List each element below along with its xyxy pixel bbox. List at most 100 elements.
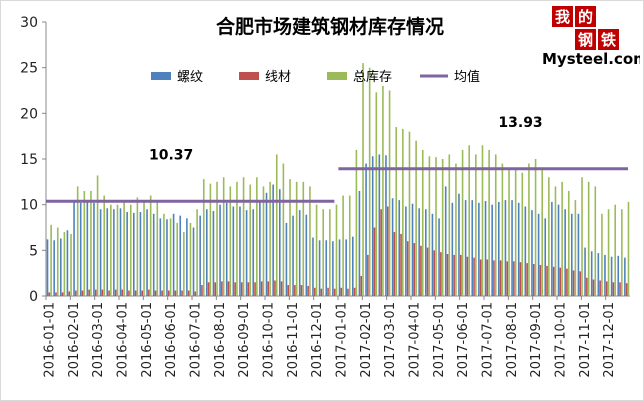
bar-total-stock xyxy=(388,90,391,296)
logo-glyph-tie: 铁 xyxy=(601,31,616,49)
bar-total-stock xyxy=(96,175,99,296)
bar-rebar xyxy=(531,210,533,296)
bar-wire-rod xyxy=(380,209,382,296)
bar-rebar xyxy=(478,202,480,296)
bar-wire-rod xyxy=(267,281,270,296)
bar-total-stock xyxy=(156,200,159,296)
bar-rebar xyxy=(146,209,148,296)
bar-wire-rod xyxy=(605,281,608,296)
bar-total-stock xyxy=(408,131,411,296)
bar-total-stock xyxy=(508,168,510,296)
bar-wire-rod xyxy=(207,282,210,296)
chart-title: 合肥市场建筑钢材库存情况 xyxy=(216,15,444,38)
x-tick-label: 2017-12-01 xyxy=(602,302,617,378)
average-label: 13.93 xyxy=(498,115,542,131)
bar-total-stock xyxy=(475,154,477,296)
bar-total-stock xyxy=(614,204,617,296)
legend-item: 螺纹 xyxy=(151,70,203,85)
bar-rebar xyxy=(458,193,460,296)
bar-rebar xyxy=(464,200,467,296)
bar-wire-rod xyxy=(108,290,110,296)
logo-glyph-wo: 我 xyxy=(555,8,570,26)
y-axis: 0 5 10 15 20 25 30 xyxy=(20,15,47,305)
bar-total-stock xyxy=(382,85,384,296)
bar-rebar xyxy=(511,200,513,296)
bar-wire-rod xyxy=(260,281,263,296)
bar-rebar xyxy=(305,214,308,296)
bar-wire-rod xyxy=(486,259,489,296)
bar-wire-rod xyxy=(68,291,71,296)
bar-total-stock xyxy=(368,67,371,297)
bar-wire-rod xyxy=(579,271,582,296)
bar-total-stock xyxy=(375,92,378,297)
bar-total-stock xyxy=(70,233,72,296)
bar-rebar xyxy=(259,200,261,296)
x-tick-label: 2017-07-01 xyxy=(481,302,496,378)
bar-wire-rod xyxy=(446,253,449,296)
bar-total-stock xyxy=(269,181,271,296)
legend: 螺纹 线材 总库存 均值 xyxy=(151,69,480,85)
x-tick-label: 2017-01-01 xyxy=(335,302,350,378)
bar-rebar xyxy=(212,211,215,296)
bar-wire-rod xyxy=(114,289,117,296)
bar-rebar xyxy=(338,239,341,296)
bar-total-stock xyxy=(309,186,311,296)
y-tick-label: 30 xyxy=(20,15,38,31)
bar-total-stock xyxy=(627,201,630,296)
logo-glyph-gang: 钢 xyxy=(578,31,593,49)
bar-total-stock xyxy=(83,190,86,296)
bar-total-stock xyxy=(574,200,577,296)
bar-total-stock xyxy=(110,204,112,296)
bar-wire-rod xyxy=(619,282,621,296)
bar-wire-rod xyxy=(313,287,316,296)
mysteel-logo: 我 的 钢 铁 Mysteel.com xyxy=(540,4,644,68)
bar-wire-rod xyxy=(201,285,203,296)
bar-total-stock xyxy=(395,127,398,297)
bar-total-stock xyxy=(282,163,285,296)
bar-wire-rod xyxy=(294,285,296,296)
bar-total-stock xyxy=(209,183,212,296)
x-tick-label: 2017-09-01 xyxy=(529,302,544,378)
bar-rebar xyxy=(59,238,62,296)
bar-rebar xyxy=(537,213,540,296)
bar-wire-rod xyxy=(194,291,197,296)
x-tick-label: 2016-07-01 xyxy=(189,302,204,378)
bar-wire-rod xyxy=(240,282,243,296)
bar-wire-rod xyxy=(539,264,542,296)
x-tick-label: 2017-11-01 xyxy=(578,302,593,378)
bar-wire-rod xyxy=(274,280,276,296)
bar-rebar xyxy=(590,251,593,296)
bar-wire-rod xyxy=(280,281,283,296)
bar-rebar xyxy=(132,212,135,296)
bar-wire-rod xyxy=(466,256,469,296)
bar-wire-rod xyxy=(187,290,190,296)
x-tick-label: 2016-06-01 xyxy=(164,302,179,378)
bar-group xyxy=(46,63,630,297)
bar-total-stock xyxy=(322,209,325,296)
y-tick-label: 0 xyxy=(29,289,38,305)
bar-wire-rod xyxy=(513,261,515,296)
bar-wire-rod xyxy=(221,281,223,296)
bar-rebar xyxy=(186,218,188,296)
bar-wire-rod xyxy=(141,290,144,296)
bar-rebar xyxy=(318,240,321,296)
bar-rebar xyxy=(93,202,95,296)
bar-total-stock xyxy=(295,181,298,296)
x-tick-label: 2016-08-01 xyxy=(213,302,228,378)
x-tick-label: 2016-12-01 xyxy=(310,302,325,378)
legend-label: 线材 xyxy=(265,70,291,85)
bar-wire-rod xyxy=(373,227,376,296)
bar-wire-rod xyxy=(234,282,236,296)
bar-total-stock xyxy=(554,186,557,296)
bar-wire-rod xyxy=(121,289,124,296)
bar-wire-rod xyxy=(300,285,303,296)
x-tick-label: 2016-05-01 xyxy=(140,302,155,378)
bar-rebar xyxy=(99,209,102,296)
bar-wire-rod xyxy=(406,241,409,296)
bar-rebar xyxy=(484,201,487,296)
bar-wire-rod xyxy=(400,233,402,296)
bar-wire-rod xyxy=(612,282,615,296)
bar-rebar xyxy=(199,215,201,296)
bar-total-stock xyxy=(129,204,132,296)
y-tick-label: 15 xyxy=(20,152,38,168)
